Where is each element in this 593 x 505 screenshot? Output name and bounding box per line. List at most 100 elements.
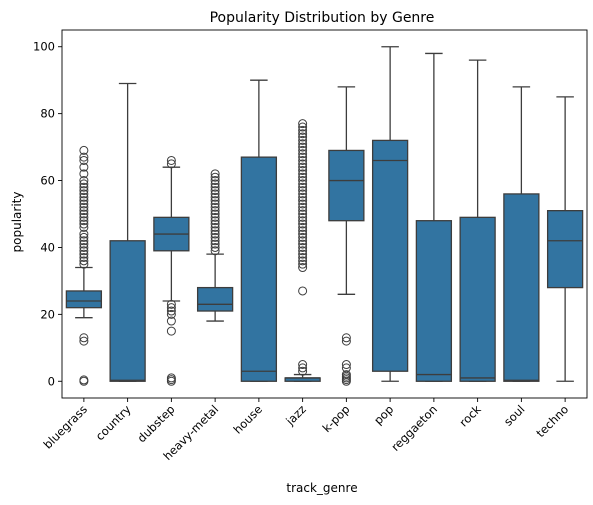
outlier-point bbox=[298, 166, 308, 176]
x-tick-label-house: house bbox=[231, 402, 265, 436]
outlier-point bbox=[166, 159, 176, 169]
outlier-point bbox=[166, 303, 176, 313]
outlier-point bbox=[298, 125, 308, 135]
y-tick-label: 20 bbox=[40, 307, 55, 321]
outlier-point bbox=[298, 192, 308, 202]
outlier-point bbox=[298, 149, 308, 159]
outlier-point bbox=[298, 172, 308, 182]
outlier-point bbox=[79, 212, 89, 222]
y-tick-label: 60 bbox=[40, 174, 55, 188]
outlier-point bbox=[79, 162, 89, 172]
outlier-point bbox=[298, 182, 308, 192]
outlier-point bbox=[79, 236, 89, 246]
chart-title: Popularity Distribution by Genre bbox=[210, 10, 435, 26]
outlier-point bbox=[298, 246, 308, 256]
outlier-point bbox=[298, 199, 308, 209]
outlier-point bbox=[79, 209, 89, 219]
outlier-point bbox=[79, 259, 89, 269]
outlier-point bbox=[79, 216, 89, 226]
outlier-point bbox=[210, 182, 220, 192]
outlier-point bbox=[298, 286, 308, 296]
outlier-point bbox=[79, 196, 89, 206]
outlier-point bbox=[298, 263, 308, 273]
outlier-point bbox=[210, 172, 220, 182]
outlier-point bbox=[298, 176, 308, 186]
outlier-point bbox=[79, 169, 89, 179]
outlier-point bbox=[298, 366, 308, 376]
outlier-point bbox=[166, 316, 176, 326]
outlier-point bbox=[79, 179, 89, 189]
outlier-point bbox=[298, 139, 308, 149]
outlier-point bbox=[210, 216, 220, 226]
box-house bbox=[240, 156, 278, 382]
outlier-point bbox=[79, 176, 89, 186]
outlier-point bbox=[210, 242, 220, 252]
outlier-point bbox=[298, 132, 308, 142]
outlier-point bbox=[210, 192, 220, 202]
box-pop bbox=[371, 139, 409, 372]
x-axis-label: track_genre bbox=[286, 481, 357, 495]
outlier-point bbox=[210, 239, 220, 249]
outlier-point bbox=[79, 256, 89, 266]
outlier-point bbox=[79, 333, 89, 343]
outlier-point bbox=[79, 199, 89, 209]
outlier-point bbox=[210, 229, 220, 239]
outlier-point bbox=[79, 152, 89, 162]
outlier-point bbox=[298, 206, 308, 216]
outlier-point bbox=[341, 333, 351, 343]
outlier-point bbox=[298, 212, 308, 222]
outlier-point bbox=[210, 246, 220, 256]
box-reggaeton bbox=[415, 220, 453, 382]
outlier-point bbox=[298, 249, 308, 259]
outlier-point bbox=[79, 206, 89, 216]
outlier-point bbox=[298, 222, 308, 232]
x-tick-label-reggaeton: reggaeton bbox=[388, 402, 440, 454]
x-tick-label-pop: pop bbox=[371, 402, 396, 427]
outlier-point bbox=[210, 196, 220, 206]
outlier-point bbox=[298, 159, 308, 169]
y-tick-label: 100 bbox=[33, 40, 55, 54]
outlier-point bbox=[166, 155, 176, 165]
outlier-point bbox=[79, 336, 89, 346]
outlier-point bbox=[298, 129, 308, 139]
outlier-point bbox=[298, 252, 308, 262]
x-tick-label-country: country bbox=[93, 402, 134, 443]
outlier-point bbox=[298, 256, 308, 266]
outlier-point bbox=[298, 209, 308, 219]
outlier-point bbox=[298, 145, 308, 155]
outlier-point bbox=[298, 122, 308, 132]
outlier-point bbox=[166, 373, 176, 383]
outlier-point bbox=[298, 135, 308, 145]
outlier-point bbox=[79, 246, 89, 256]
outlier-point bbox=[298, 232, 308, 242]
y-tick-label: 40 bbox=[40, 240, 55, 254]
outlier-point bbox=[298, 259, 308, 269]
outlier-point bbox=[166, 299, 176, 309]
outlier-point bbox=[79, 182, 89, 192]
outlier-point bbox=[210, 226, 220, 236]
outlier-point bbox=[298, 363, 308, 373]
box-soul bbox=[503, 193, 540, 382]
outlier-point bbox=[341, 336, 351, 346]
outlier-point bbox=[298, 162, 308, 172]
outlier-point bbox=[298, 196, 308, 206]
outlier-point bbox=[210, 219, 220, 229]
x-tick-label-bluegrass: bluegrass bbox=[41, 402, 90, 451]
outlier-point bbox=[210, 179, 220, 189]
outlier-point bbox=[210, 209, 220, 219]
outlier-point bbox=[298, 142, 308, 152]
outlier-point bbox=[298, 186, 308, 196]
outlier-point bbox=[298, 239, 308, 249]
outlier-point bbox=[79, 189, 89, 199]
outlier-point bbox=[79, 242, 89, 252]
outlier-point bbox=[210, 212, 220, 222]
outlier-point bbox=[210, 199, 220, 209]
x-tick-label-rock: rock bbox=[457, 402, 484, 429]
x-tick-label-dubstep: dubstep bbox=[135, 402, 178, 445]
outlier-point bbox=[298, 360, 308, 370]
box-k-pop bbox=[328, 149, 365, 222]
box-techno bbox=[546, 210, 584, 289]
y-tick-label: 80 bbox=[40, 107, 55, 121]
outlier-point bbox=[298, 226, 308, 236]
